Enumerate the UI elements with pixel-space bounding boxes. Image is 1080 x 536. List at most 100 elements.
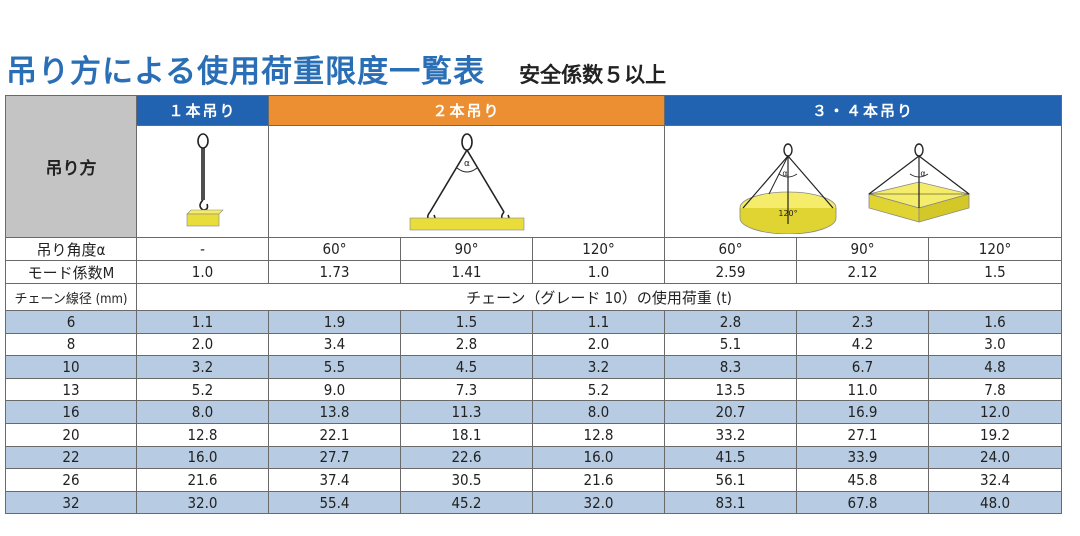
mode-cell: 1.73 xyxy=(268,260,401,284)
load-value-cell: 21.6 xyxy=(531,468,666,492)
table-row: 32 32.0 55.4 45.2 32.0 83.1 67.8 48.0 xyxy=(5,490,1063,515)
load-value-cell: 19.2 xyxy=(928,422,1063,447)
chain-size-cell: 16 xyxy=(5,400,137,424)
load-value-cell: 32.0 xyxy=(531,490,666,515)
load-value-cell: 7.3 xyxy=(400,377,533,402)
load-value-cell: 9.0 xyxy=(268,377,401,402)
load-value-cell: 5.5 xyxy=(268,355,401,379)
load-value-cell: 18.1 xyxy=(400,422,533,447)
angle-cell: 90° xyxy=(400,237,533,261)
load-value-cell: 20.7 xyxy=(664,400,798,424)
load-value-cell: 24.0 xyxy=(928,445,1063,470)
load-value-cell: 5.2 xyxy=(136,377,269,402)
load-value-cell: 5.2 xyxy=(531,377,666,402)
load-value-cell: 8.0 xyxy=(531,400,666,424)
angle-cell: 60° xyxy=(664,237,798,261)
load-value-cell: 12.0 xyxy=(928,400,1063,424)
load-value-cell: 3.2 xyxy=(531,355,666,379)
load-value-cell: 33.2 xyxy=(664,422,798,447)
angle-row: 吊り角度α - 60° 90° 120° 60° 90° 120° xyxy=(5,237,1063,261)
load-value-cell: 33.9 xyxy=(796,445,930,470)
angle-cell: 120° xyxy=(928,237,1063,261)
load-value-cell: 13.8 xyxy=(268,400,401,424)
mode-row-label: モード係数M xyxy=(5,260,137,284)
load-value-cell: 30.5 xyxy=(400,468,533,492)
quad-sling-diagram-cell: α 120° α xyxy=(664,125,1063,238)
alpha-label: α xyxy=(464,159,470,169)
load-value-cell: 27.1 xyxy=(796,422,930,447)
load-value-cell: 2.0 xyxy=(531,332,666,357)
quad-sling-icon: α 120° α xyxy=(739,142,971,234)
load-value-cell: 37.4 xyxy=(268,468,401,492)
load-value-cell: 5.1 xyxy=(664,332,798,357)
mode-cell: 1.5 xyxy=(928,260,1063,284)
table-row: 8 2.0 3.4 2.8 2.0 5.1 4.2 3.0 xyxy=(5,332,1063,357)
table-row: 13 5.2 9.0 7.3 5.2 13.5 11.0 7.8 xyxy=(5,377,1063,402)
angle-cell: 60° xyxy=(268,237,401,261)
method-label: 吊り方 xyxy=(5,95,137,238)
load-value-cell: 6.7 xyxy=(796,355,930,379)
mode-cell: 1.0 xyxy=(136,260,269,284)
load-value-cell: 22.6 xyxy=(400,445,533,470)
chain-header-row: チェーン線径 (mm) チェーン（グレード 10）の使用荷重 (t) xyxy=(5,283,1063,311)
page-title: 吊り方による使用荷重限度一覧表 xyxy=(6,54,486,90)
load-header: チェーン（グレード 10）の使用荷重 (t) xyxy=(135,283,1063,311)
load-value-cell: 2.0 xyxy=(136,332,269,357)
safety-factor-note: 安全係数５以上 xyxy=(519,63,667,87)
angle-120-label: 120° xyxy=(778,209,797,218)
mode-cell: 2.12 xyxy=(796,260,930,284)
load-value-cell: 7.8 xyxy=(928,377,1063,402)
load-value-cell: 2.3 xyxy=(796,310,930,334)
double-sling-diagram-cell: α xyxy=(267,125,666,238)
load-value-cell: 48.0 xyxy=(928,490,1063,515)
load-value-cell: 2.8 xyxy=(400,332,533,357)
load-value-cell: 1.1 xyxy=(136,310,269,334)
load-value-cell: 3.4 xyxy=(268,332,401,357)
load-value-cell: 16.0 xyxy=(136,445,269,470)
load-value-cell: 45.2 xyxy=(400,490,533,515)
chain-size-cell: 20 xyxy=(5,422,137,447)
load-value-cell: 55.4 xyxy=(268,490,401,515)
single-sling-diagram-cell xyxy=(136,125,269,238)
table-row: 16 8.0 13.8 11.3 8.0 20.7 16.9 12.0 xyxy=(5,400,1063,424)
load-value-cell: 13.5 xyxy=(664,377,798,402)
load-value-cell: 2.8 xyxy=(664,310,798,334)
load-value-cell: 45.8 xyxy=(796,468,930,492)
mode-row: モード係数M 1.0 1.73 1.41 1.0 2.59 2.12 1.5 xyxy=(5,260,1063,284)
alpha-label-quad-b: α xyxy=(920,169,925,178)
load-value-cell: 12.8 xyxy=(531,422,666,447)
load-value-cell: 3.2 xyxy=(136,355,269,379)
load-value-cell: 3.0 xyxy=(928,332,1063,357)
load-value-cell: 67.8 xyxy=(796,490,930,515)
load-value-cell: 21.6 xyxy=(136,468,269,492)
load-value-cell: 4.8 xyxy=(928,355,1063,379)
double-sling-icon: α xyxy=(409,132,524,230)
mode-cell: 1.0 xyxy=(531,260,666,284)
table-row: 22 16.0 27.7 22.6 16.0 41.5 33.9 24.0 xyxy=(5,445,1063,470)
load-value-cell: 27.7 xyxy=(268,445,401,470)
load-value-cell: 12.8 xyxy=(136,422,269,447)
mode-cell: 1.41 xyxy=(400,260,533,284)
title-row: 吊り方による使用荷重限度一覧表 安全係数５以上 xyxy=(6,46,667,90)
load-value-cell: 32.0 xyxy=(136,490,269,515)
header-quad: ３・４本吊り xyxy=(664,95,1063,126)
angle-row-label: 吊り角度α xyxy=(5,237,137,261)
load-value-cell: 8.3 xyxy=(664,355,798,379)
table-row: 6 1.1 1.9 1.5 1.1 2.8 2.3 1.6 xyxy=(5,310,1063,334)
table-row: 20 12.8 22.1 18.1 12.8 33.2 27.1 19.2 xyxy=(5,422,1063,447)
chain-size-cell: 13 xyxy=(5,377,137,402)
load-value-cell: 41.5 xyxy=(664,445,798,470)
angle-cell: 120° xyxy=(531,237,666,261)
load-value-cell: 16.0 xyxy=(531,445,666,470)
chain-size-cell: 22 xyxy=(5,445,137,470)
load-value-cell: 32.4 xyxy=(928,468,1063,492)
angle-cell: - xyxy=(136,237,269,261)
load-value-cell: 1.1 xyxy=(531,310,666,334)
load-value-cell: 8.0 xyxy=(136,400,269,424)
load-value-cell: 83.1 xyxy=(664,490,798,515)
mode-cell: 2.59 xyxy=(664,260,798,284)
chain-size-header: チェーン線径 (mm) xyxy=(5,283,137,311)
single-sling-icon xyxy=(185,132,224,226)
load-limit-table: 吊り方 １本吊り ２本吊り ３・４本吊り α xyxy=(5,95,1063,515)
load-value-cell: 16.9 xyxy=(796,400,930,424)
